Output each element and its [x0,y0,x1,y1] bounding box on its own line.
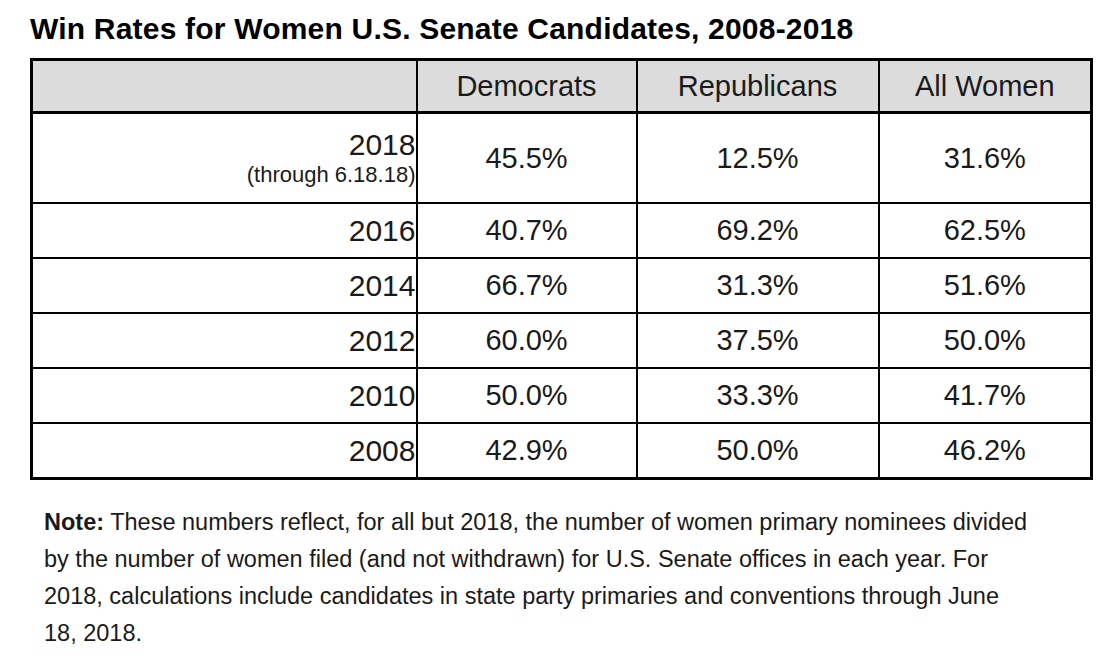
year-label-cell: 2016 [32,203,417,258]
year-label: 2010 [33,379,416,413]
year-label-cell: 2008 [32,423,417,479]
democrats-value: 66.7% [417,258,637,313]
democrats-value: 50.0% [417,368,637,423]
footnote-label: Note: [44,509,104,535]
footnote-text: These numbers reflect, for all but 2018,… [44,509,1027,646]
all-women-value: 41.7% [879,368,1092,423]
year-label-cell: 2010 [32,368,417,423]
democrats-value: 40.7% [417,203,637,258]
table-row-2016: 2016 40.7% 69.2% 62.5% [32,203,1092,258]
democrats-value: 45.5% [417,113,637,204]
all-women-value: 51.6% [879,258,1092,313]
header-cell-all-women: All Women [879,60,1092,113]
year-label-cell: 2012 [32,313,417,368]
table-row-2008: 2008 42.9% 50.0% 46.2% [32,423,1092,479]
republicans-value: 69.2% [637,203,879,258]
win-rates-table: Democrats Republicans All Women 2018 (th… [30,58,1093,480]
header-cell-year [32,60,417,113]
republicans-value: 12.5% [637,113,879,204]
header-cell-republicans: Republicans [637,60,879,113]
table-row-2012: 2012 60.0% 37.5% 50.0% [32,313,1092,368]
figure-title: Win Rates for Women U.S. Senate Candidat… [30,12,1107,46]
year-sublabel: (through 6.18.18) [33,162,416,188]
year-label: 2012 [33,324,416,358]
header-cell-democrats: Democrats [417,60,637,113]
all-women-value: 31.6% [879,113,1092,204]
table-row-2014: 2014 66.7% 31.3% 51.6% [32,258,1092,313]
all-women-value: 62.5% [879,203,1092,258]
all-women-value: 50.0% [879,313,1092,368]
democrats-value: 42.9% [417,423,637,479]
footnote: Note: These numbers reflect, for all but… [44,504,1029,652]
democrats-value: 60.0% [417,313,637,368]
table-row-2010: 2010 50.0% 33.3% 41.7% [32,368,1092,423]
republicans-value: 31.3% [637,258,879,313]
republicans-value: 50.0% [637,423,879,479]
year-label-cell: 2014 [32,258,417,313]
table-header-row: Democrats Republicans All Women [32,60,1092,113]
year-label: 2018 [33,128,416,162]
republicans-value: 37.5% [637,313,879,368]
republicans-value: 33.3% [637,368,879,423]
table-row-2018: 2018 (through 6.18.18) 45.5% 12.5% 31.6% [32,113,1092,204]
year-label: 2016 [33,214,416,248]
year-label-cell: 2018 (through 6.18.18) [32,113,417,204]
all-women-value: 46.2% [879,423,1092,479]
year-label: 2014 [33,269,416,303]
figure-page: Win Rates for Women U.S. Senate Candidat… [0,0,1107,668]
year-label: 2008 [33,434,416,468]
